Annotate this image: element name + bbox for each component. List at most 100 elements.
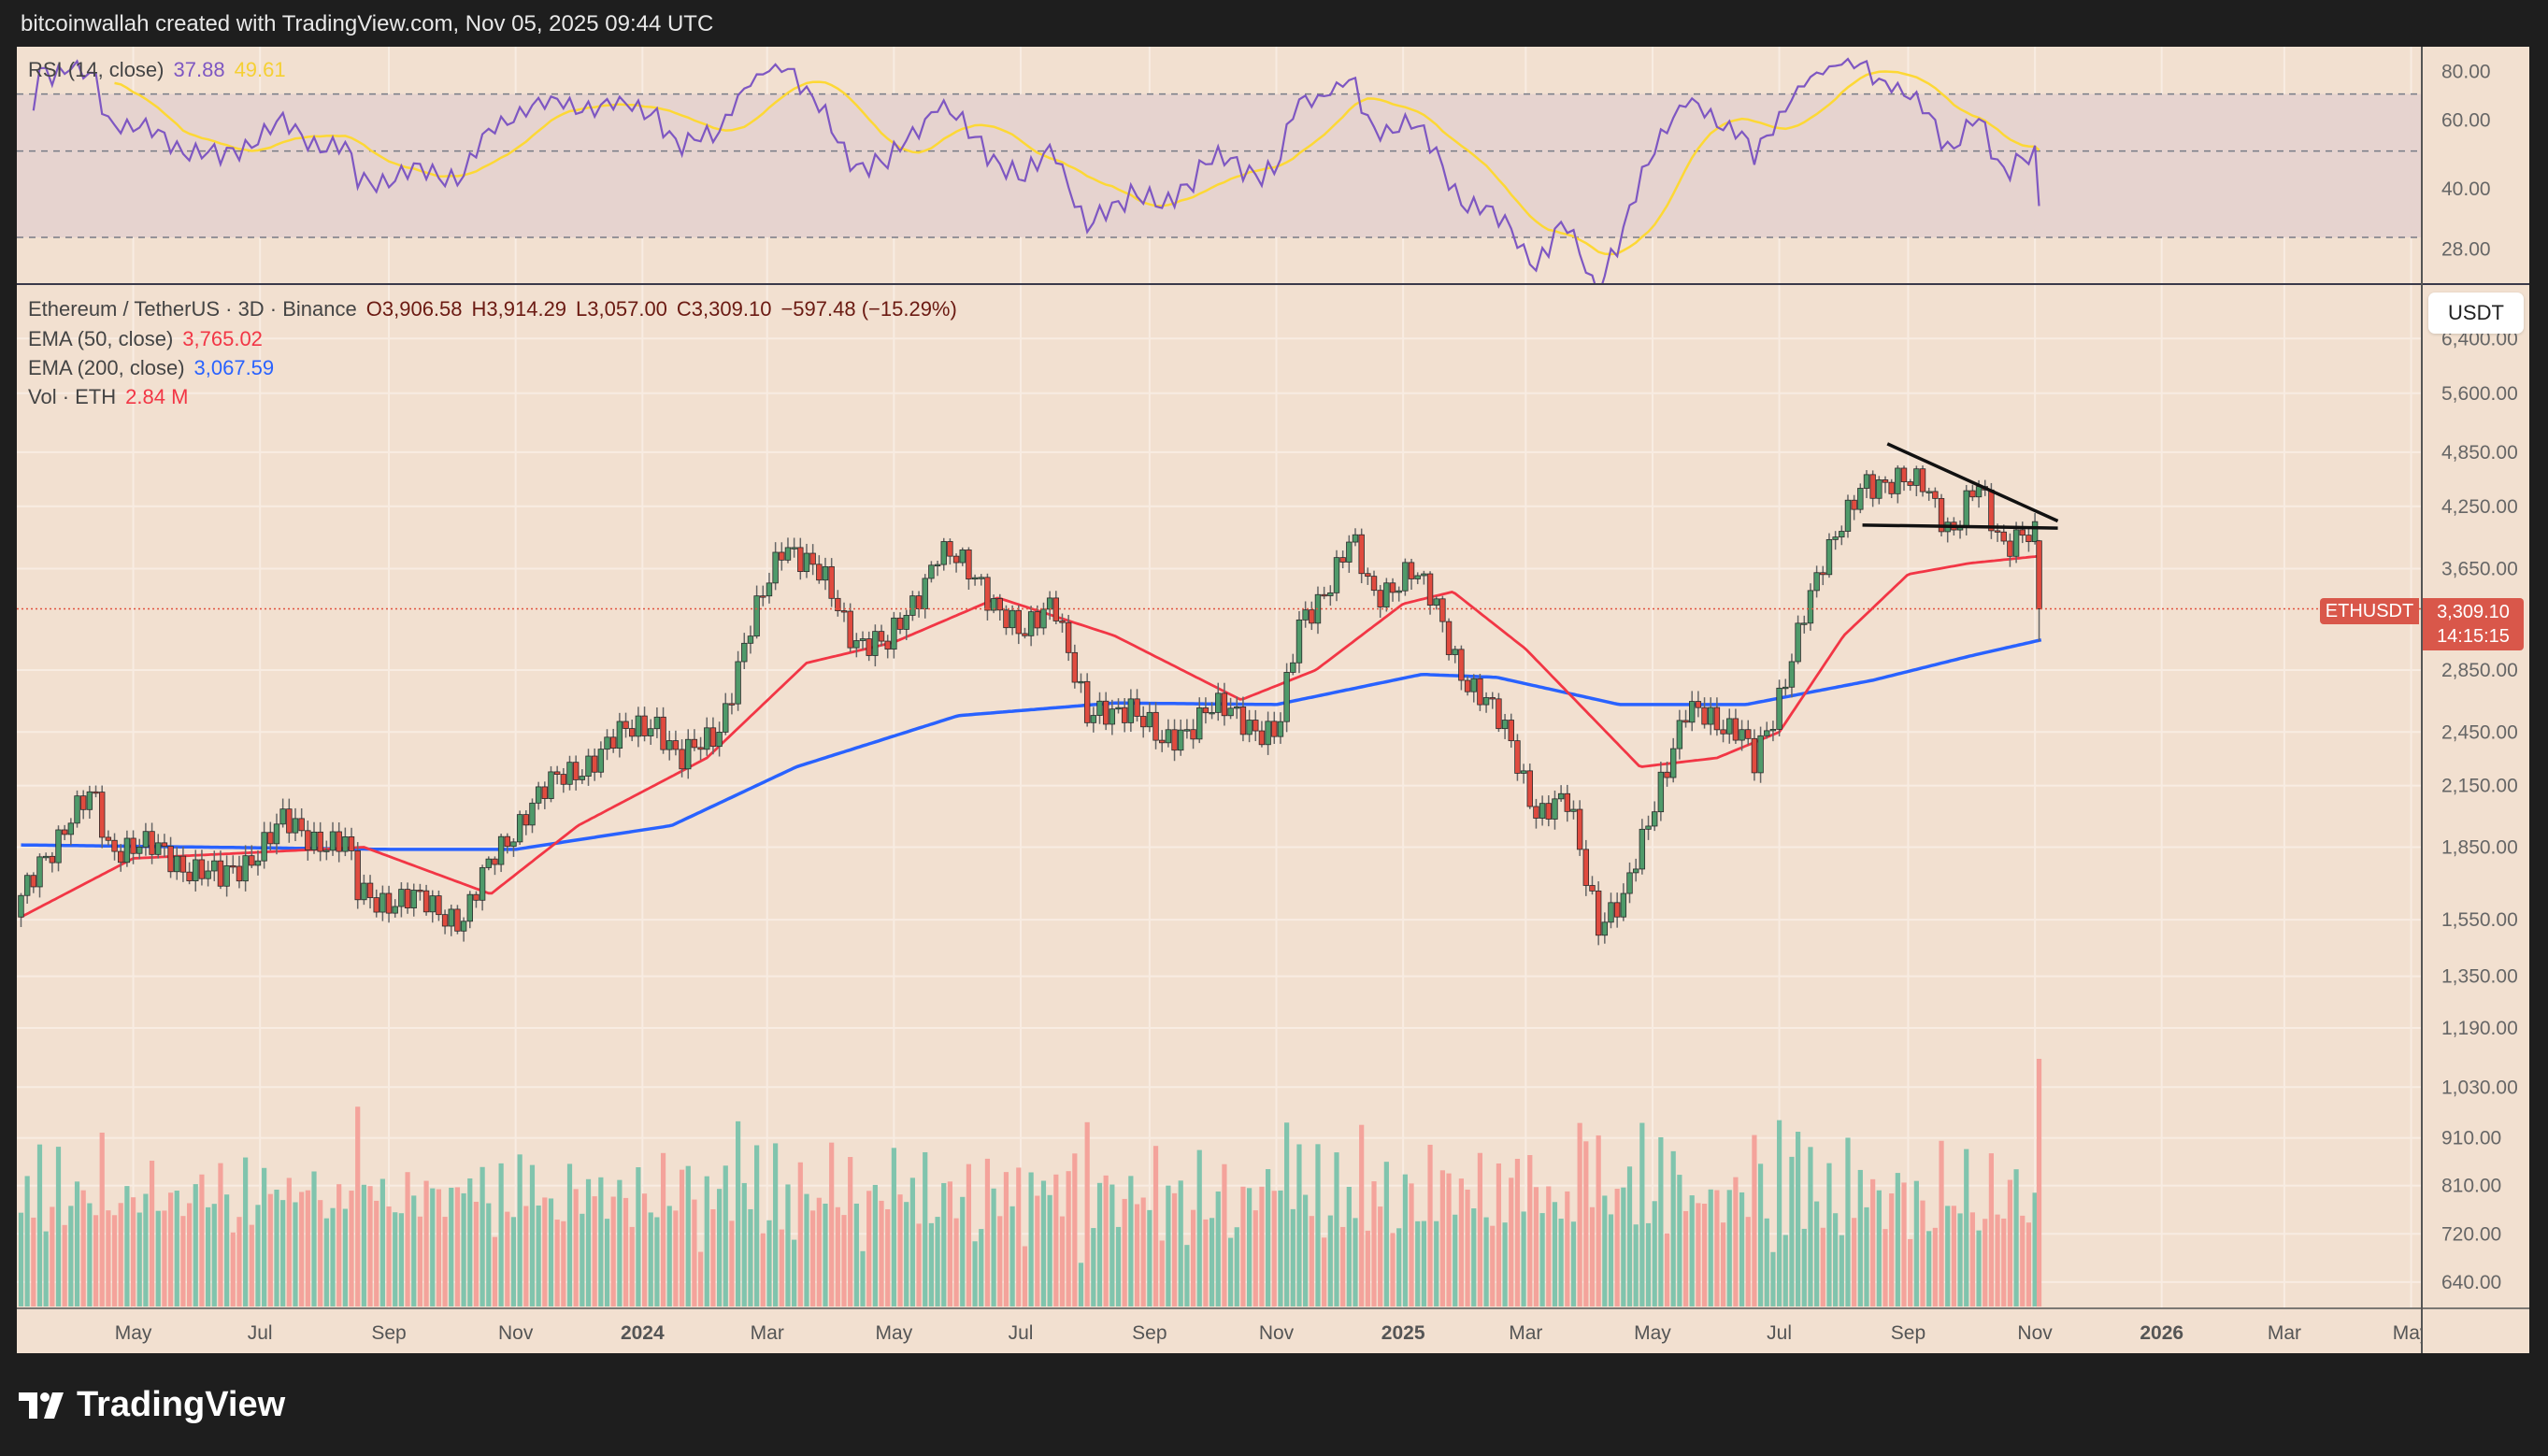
candle-up [1470, 678, 1477, 692]
tradingview-logo[interactable]: TradingView [19, 1385, 285, 1425]
rsi-legend[interactable]: RSI (14, close) 37.88 49.61 [28, 58, 295, 82]
volume-bar [909, 1178, 915, 1306]
candle-down [454, 908, 461, 932]
symbol-legend[interactable]: Ethereum / TetherUS · 3D · Binance O3,906… [28, 297, 966, 321]
volume-bar [685, 1165, 691, 1306]
volume-bar [1502, 1222, 1508, 1306]
candle-up [548, 771, 554, 799]
candle-down [609, 736, 617, 749]
volume-bar [1434, 1220, 1439, 1306]
candle-up [1620, 892, 1627, 918]
volume-bar [1677, 1175, 1682, 1306]
volume-bar [1876, 1190, 1882, 1306]
volume-bar [55, 1147, 62, 1306]
candle-up [1346, 541, 1353, 563]
volume-bar [1808, 1147, 1813, 1306]
candle-up [497, 835, 505, 865]
candle-down [317, 831, 323, 852]
volume-bar [87, 1203, 93, 1306]
currency-button[interactable]: USDT [2428, 293, 2524, 334]
price-pane[interactable] [17, 442, 2422, 1306]
volume-bar [174, 1191, 179, 1306]
price-axis[interactable]: 6,400.00 5,600.00 4,850.00 4,250.00 3,650.00… [2441, 62, 2518, 1293]
descending-resistance-trendline[interactable] [1886, 442, 2059, 523]
volume-bar [804, 1193, 809, 1306]
volume-bar [224, 1194, 230, 1306]
candle-up [822, 565, 829, 581]
candle-up [1234, 707, 1240, 709]
candle-down [492, 858, 498, 865]
candle-down [1059, 621, 1066, 623]
volume-bar [792, 1239, 797, 1306]
candle-down [2007, 540, 2013, 557]
volume-bar [872, 1184, 878, 1306]
volume-bar [723, 1165, 728, 1306]
horizontal-support-trendline[interactable] [1862, 523, 2058, 530]
candle-down [1464, 679, 1471, 692]
candle-down [1969, 490, 1976, 498]
volume-bar [473, 1201, 480, 1306]
candle-down [828, 565, 835, 599]
time-axis-label: Mar [2268, 1322, 2301, 1344]
volume-bar [111, 1215, 118, 1306]
volume-bar [1639, 1122, 1645, 1306]
time-axis[interactable]: May Jul Sep Nov 2024 Mar May Jul Sep Nov 2025 Mar Ma… [115, 1322, 2430, 1344]
candle-up [1414, 575, 1421, 579]
volume-bar [1390, 1233, 1396, 1306]
rsi-pane[interactable] [17, 57, 2422, 296]
volume-bar [1290, 1208, 1295, 1306]
ema50-legend[interactable]: EMA (50, close) 3,765.02 [28, 327, 272, 351]
volume-bar [1053, 1174, 1059, 1306]
volume-bar [991, 1188, 996, 1306]
candle-down [1253, 720, 1259, 732]
tradingview-brand: TradingView [77, 1385, 286, 1424]
volume-legend[interactable]: Vol · ETH 2.84 M [28, 385, 197, 409]
volume-bar [1115, 1226, 1122, 1306]
volume-bar [374, 1200, 379, 1306]
volume-bar [180, 1216, 186, 1306]
ema200-legend[interactable]: EMA (200, close) 3,067.59 [28, 356, 283, 380]
candle-up [990, 598, 997, 611]
candle-down [1258, 730, 1266, 746]
ema50-value: 3,765.02 [182, 327, 263, 350]
volume-bar [617, 1179, 623, 1306]
candle-down [1851, 499, 1857, 510]
candle-down [896, 617, 904, 630]
volume-bar [2036, 1059, 2042, 1306]
volume-bar [1882, 1229, 1888, 1306]
candle-up [566, 762, 573, 785]
volume-bar [1446, 1173, 1452, 1306]
volume-bar [1128, 1176, 1134, 1306]
volume-bar [2026, 1222, 2032, 1306]
candle-down [179, 855, 187, 873]
candle-up [361, 882, 367, 901]
volume-bar [1913, 1180, 1919, 1306]
candle-up [261, 832, 267, 862]
candle-down [373, 897, 379, 913]
candle-up [704, 727, 710, 750]
volume-bar [1689, 1195, 1695, 1306]
volume-bar [1415, 1220, 1421, 1306]
volume-bar [43, 1231, 49, 1306]
candle-down [1134, 698, 1140, 717]
volume-bar [554, 1220, 560, 1306]
volume-bar [1271, 1191, 1277, 1306]
volume-bar [1633, 1224, 1639, 1306]
candle-down [1938, 497, 1945, 533]
volume-bar [286, 1178, 292, 1306]
time-axis-label: Mar [1509, 1322, 1542, 1344]
volume-bar [1565, 1191, 1570, 1306]
volume-bar [1682, 1210, 1689, 1306]
price-axis-label: 1,350.00 [2441, 966, 2518, 988]
candle-down [336, 831, 342, 852]
candle-up [1109, 708, 1116, 725]
volume-bar [510, 1217, 517, 1306]
candle-down [835, 597, 841, 611]
volume-bar [411, 1195, 417, 1306]
volume-bar [218, 1163, 223, 1306]
candle-up [273, 823, 280, 845]
volume-bar [1490, 1225, 1496, 1306]
candle-down [1533, 806, 1539, 819]
volume-bar [1315, 1144, 1321, 1306]
